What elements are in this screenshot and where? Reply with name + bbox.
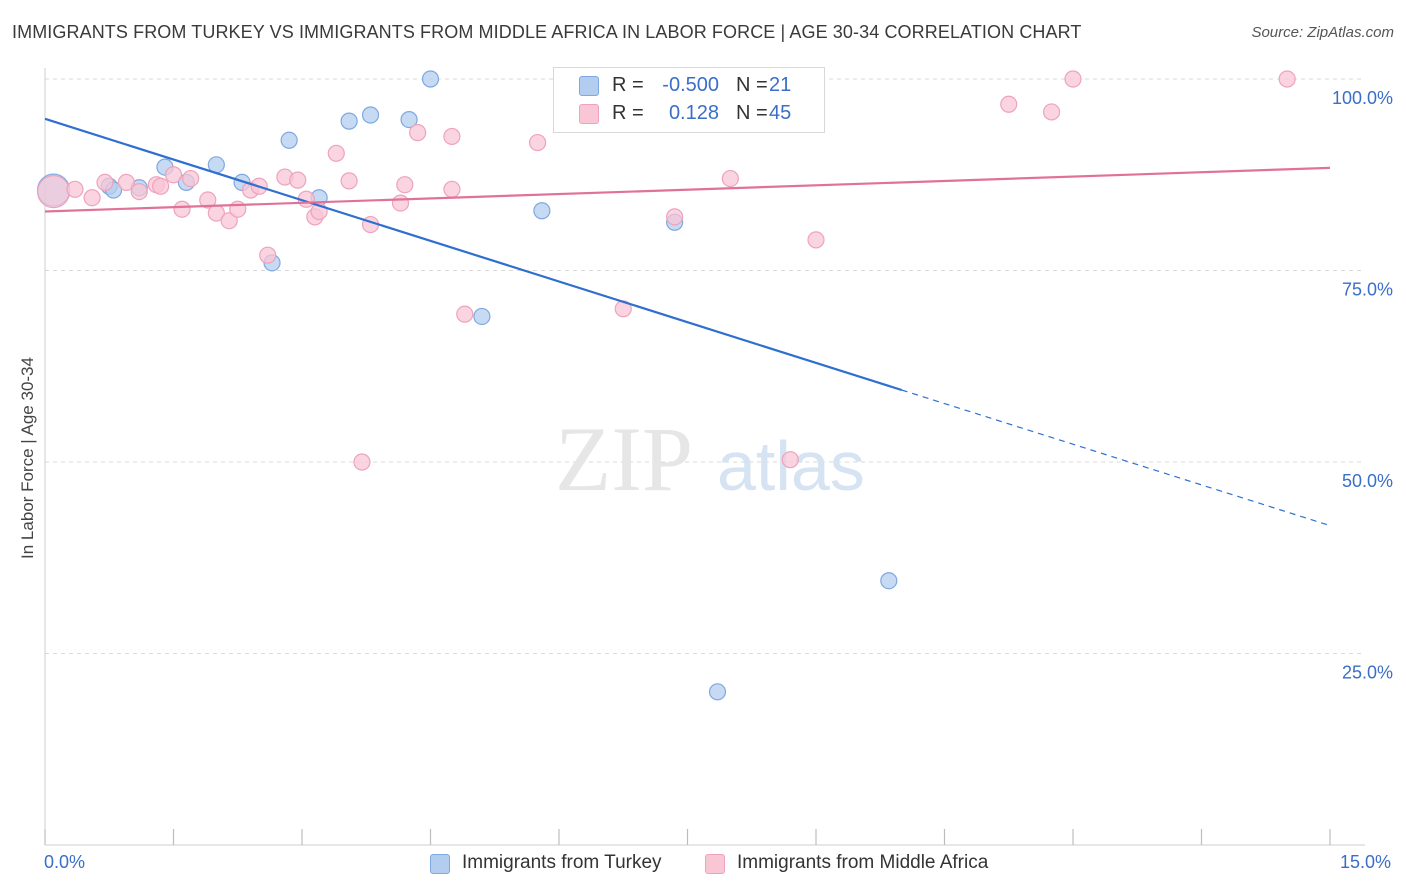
legend-r-value: 0.128 [668, 102, 719, 124]
trend-line-pink [44, 166, 1331, 213]
legend-n-label: N = [736, 74, 768, 96]
bottom-legend-swatch-blue [430, 854, 450, 874]
data-point-blue [421, 70, 440, 88]
data-point-pink [83, 189, 101, 207]
data-point-pink [1042, 103, 1061, 121]
data-point-pink [721, 169, 739, 188]
watermark-zip: ZIP [555, 408, 693, 510]
data-point-blue [533, 202, 551, 220]
legend-r-label: R = [612, 74, 644, 96]
legend-row-middle-africa: R = 0.128 N = 45 [554, 101, 824, 129]
data-point-pink [36, 175, 71, 209]
x-tick-label-max: 15.0% [1340, 852, 1392, 872]
data-point-pink [229, 200, 247, 218]
data-point-blue [280, 131, 298, 149]
legend-row-turkey: R = -0.500 N = 21 [554, 73, 824, 101]
data-point-pink [807, 231, 825, 249]
bottom-legend-label: Immigrants from Turkey [462, 852, 662, 873]
data-point-pink [182, 169, 200, 188]
data-point-pink [1278, 70, 1296, 88]
legend-swatch-pink [579, 104, 599, 124]
y-tick-label: 50.0% [1342, 471, 1393, 491]
data-point-blue [880, 572, 898, 590]
data-point-blue [708, 683, 727, 701]
data-point-blue [400, 110, 418, 129]
trend-line-extension-blue [901, 389, 1331, 527]
data-point-pink [781, 451, 799, 469]
data-point-blue [340, 112, 358, 130]
data-point-pink [66, 180, 84, 198]
data-point-pink [96, 173, 114, 192]
data-point-pink [152, 177, 170, 195]
data-point-blue [473, 307, 491, 326]
legend-r-label: R = [612, 102, 644, 124]
trend-line-blue [44, 117, 902, 392]
legend-n-value: 45 [769, 102, 792, 124]
points-layer [36, 70, 1296, 701]
source-label: Source: ZipAtlas.com [1251, 24, 1394, 41]
trend-layer [44, 117, 1331, 527]
watermark: ZIP atlas [555, 408, 865, 510]
data-point-pink [130, 183, 148, 201]
y-axis-label: In Labor Force | Age 30-34 [18, 357, 37, 559]
data-point-pink [164, 166, 183, 184]
data-point-pink [199, 191, 217, 209]
data-point-pink [289, 171, 307, 189]
bottom-legend-swatch-pink [705, 854, 725, 874]
data-point-pink [443, 180, 461, 198]
bottom-legend-label: Immigrants from Middle Africa [737, 852, 989, 873]
legend-swatch-blue [579, 76, 599, 96]
data-point-pink [117, 173, 135, 192]
data-point-pink [220, 212, 238, 230]
data-point-pink [528, 133, 547, 152]
data-point-pink [443, 127, 461, 146]
data-point-pink [1000, 95, 1018, 113]
legend-r-value: -0.500 [662, 74, 719, 96]
data-point-pink [391, 194, 410, 212]
data-point-pink [1064, 70, 1082, 88]
x-tick-label-min: 0.0% [44, 852, 86, 872]
data-point-pink [259, 246, 277, 264]
data-point-pink [666, 208, 684, 226]
chart-title: IMMIGRANTS FROM TURKEY VS IMMIGRANTS FRO… [12, 22, 1082, 42]
y-tick-label: 100.0% [1332, 88, 1393, 108]
data-point-pink [409, 124, 427, 142]
data-point-pink [327, 144, 345, 162]
y-tick-label: 75.0% [1342, 280, 1393, 300]
y-tick-label: 25.0% [1342, 663, 1393, 683]
data-point-pink [353, 453, 371, 471]
data-point-pink [396, 176, 414, 194]
legend-n-value: 21 [769, 74, 792, 96]
data-point-pink [340, 172, 358, 190]
legend-n-label: N = [736, 102, 768, 124]
grid-layer [45, 78, 1365, 654]
correlation-legend: R = -0.500 N = 21 R = 0.128 N = 45 [553, 67, 825, 133]
data-point-pink [173, 200, 191, 218]
y-tick-labels: 25.0% 50.0% 75.0% 100.0% [1332, 88, 1393, 683]
data-point-blue [361, 106, 380, 124]
data-point-pink [456, 305, 474, 323]
